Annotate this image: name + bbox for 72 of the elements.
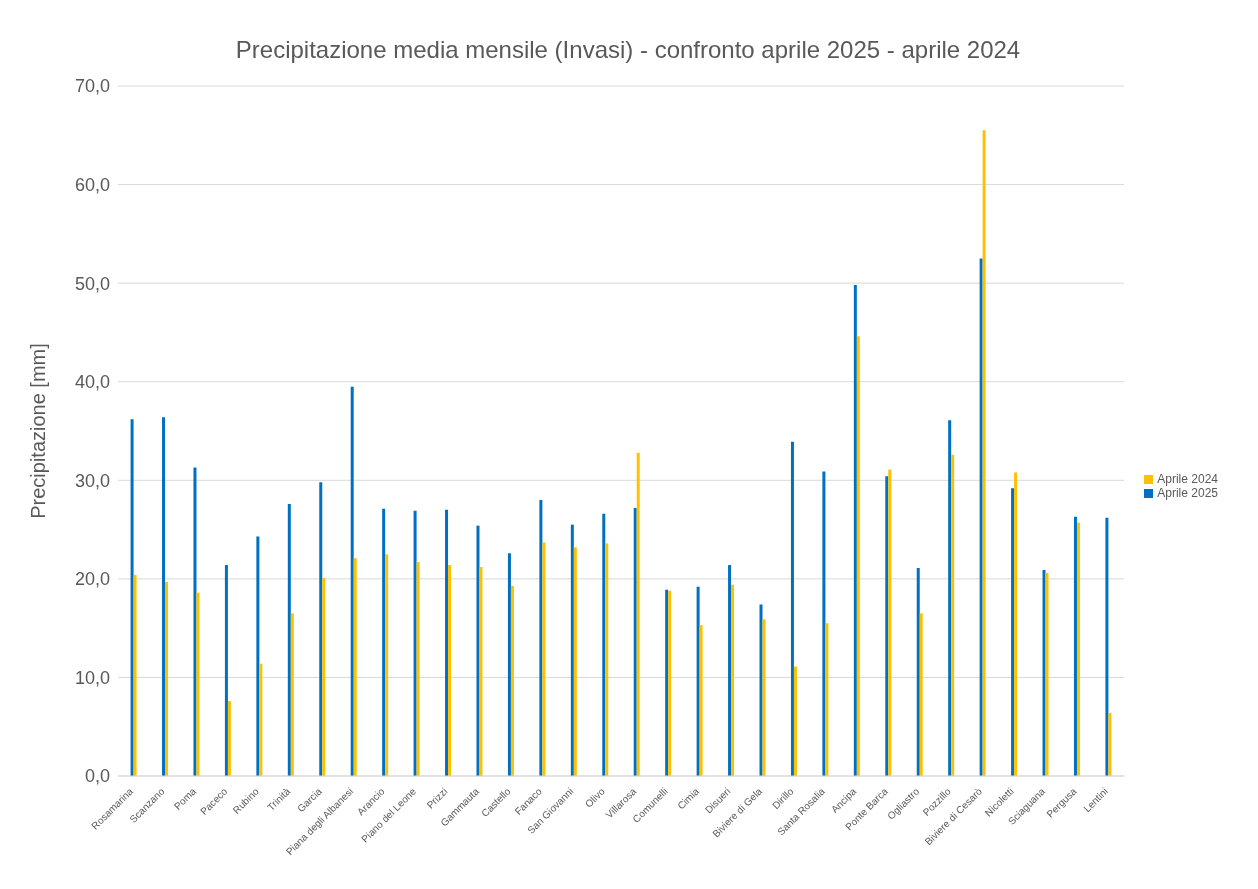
y-tick-label: 70,0 [74,76,110,97]
bar [762,619,766,776]
bar [856,336,860,776]
bar [413,510,417,776]
bar [888,469,892,776]
bar [133,574,137,776]
y-tick-label: 60,0 [74,174,110,195]
bar [385,554,389,776]
bar [382,508,386,776]
bar [1076,522,1080,776]
bar [919,613,923,776]
bar [448,565,452,776]
bar [1105,517,1109,776]
legend-label: Aprile 2025 [1157,486,1218,500]
bar [573,547,577,776]
bar [322,577,326,776]
bar [793,666,797,776]
bar [699,625,703,776]
bar [290,613,294,776]
bar [636,452,640,776]
bar [1073,516,1077,776]
bar [759,604,763,776]
bar [605,543,609,776]
bar [510,585,514,776]
bar [728,565,732,776]
bar [130,419,134,776]
bar [542,542,546,776]
bar [256,536,260,776]
bar [951,454,955,776]
bar [602,513,606,776]
bar [1014,472,1018,776]
bar [916,568,920,776]
bar [287,503,291,776]
legend-label: Aprile 2024 [1157,472,1218,486]
bar [162,417,166,776]
y-tick-label: 20,0 [74,569,110,590]
bar [353,558,357,776]
bar [507,553,511,776]
bar [1108,712,1112,776]
bar [539,500,543,776]
bar [259,663,263,776]
y-tick-label: 30,0 [74,470,110,491]
bar [1011,488,1015,776]
y-tick-label: 10,0 [74,667,110,688]
bar [790,441,794,776]
bar [319,482,323,776]
bar [633,507,637,776]
chart-title: Precipitazione media mensile (Invasi) - confronto aprile 2025 - aprile 2024 [234,35,1022,65]
bar [853,285,857,776]
bar [350,386,354,776]
y-tick-label: 40,0 [74,372,110,393]
bar [227,701,231,776]
bar [479,567,483,776]
bar [822,471,826,776]
bar [193,467,197,776]
bar [165,581,169,776]
bar [445,509,449,776]
bar [982,130,986,776]
bar [196,592,200,776]
bar [948,420,952,776]
bar [979,258,983,776]
y-tick-label: 0,0 [84,766,110,787]
bar [224,565,228,776]
y-axis-title: Precipitazione [mm] [27,343,50,519]
bar [825,623,829,776]
bar [476,525,480,776]
bar [696,586,700,776]
bar [416,562,420,776]
bar [885,476,889,776]
bar [570,524,574,776]
y-tick-label: 50,0 [74,273,110,294]
bar [731,584,735,776]
